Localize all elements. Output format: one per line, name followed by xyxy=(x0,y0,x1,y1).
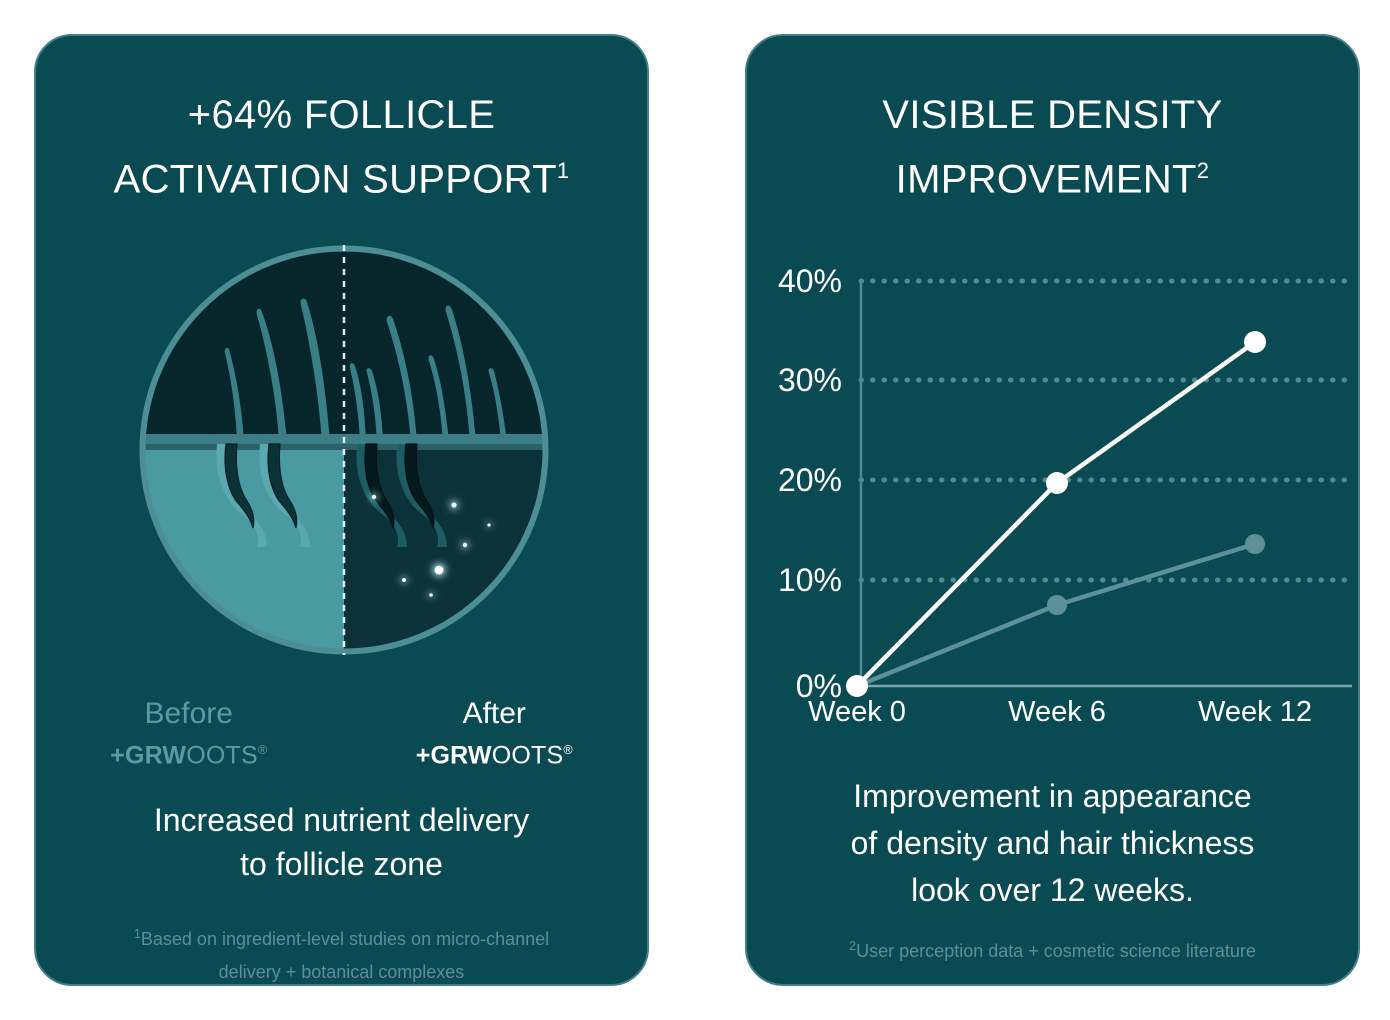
svg-text:10%: 10% xyxy=(778,562,842,598)
svg-text:20%: 20% xyxy=(778,462,842,498)
svg-text:Week 6: Week 6 xyxy=(1008,696,1106,728)
svg-text:30%: 30% xyxy=(778,362,842,398)
svg-text:Week 12: Week 12 xyxy=(1198,696,1312,728)
svg-text:40%: 40% xyxy=(778,263,842,299)
svg-text:Week 0: Week 0 xyxy=(808,696,906,728)
